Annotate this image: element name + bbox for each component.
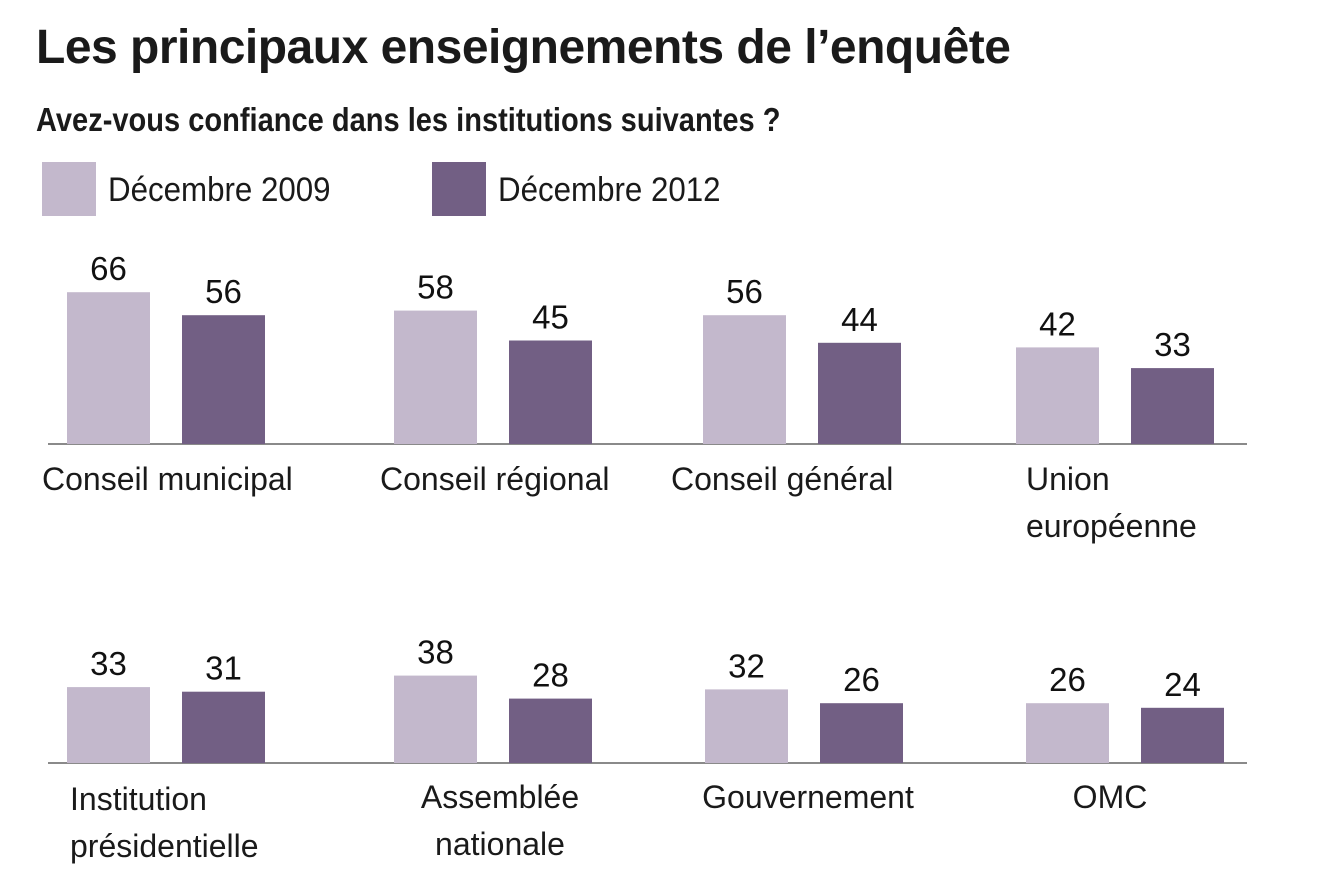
page-title: Les principaux enseignements de l’enquêt… [36, 21, 1011, 74]
bar-value-label: 26 [843, 661, 880, 698]
category-label: européenne [1026, 508, 1197, 544]
bar-value-label: 44 [841, 301, 878, 338]
category-label: Gouvernement [702, 779, 914, 815]
category-label: OMC [1073, 779, 1148, 815]
category-label: nationale [435, 826, 565, 862]
bar-value-label: 33 [90, 645, 127, 682]
bar-2012 [182, 315, 265, 444]
bar-2009 [1026, 703, 1109, 763]
legend-swatch-2012 [432, 162, 486, 216]
category-label: Conseil municipal [42, 461, 293, 497]
bar-2012 [509, 698, 592, 763]
bar-value-label: 31 [205, 650, 242, 687]
bar-value-label: 42 [1039, 305, 1076, 342]
category-label: présidentielle [70, 828, 259, 864]
legend-label-2009: Décembre 2009 [108, 171, 331, 209]
bar-2012 [1141, 707, 1224, 763]
bar-value-label: 66 [90, 250, 127, 287]
bar-value-label: 26 [1049, 661, 1086, 698]
bar-2012 [818, 342, 901, 444]
legend-label-2012: Décembre 2012 [498, 171, 721, 209]
legend-swatch-2009 [42, 162, 96, 216]
bar-2012 [820, 703, 903, 763]
category-label: Conseil général [671, 461, 893, 497]
bar-2009 [703, 315, 786, 444]
bar-2009 [67, 292, 150, 444]
bar-value-label: 33 [1154, 326, 1191, 363]
bar-2009 [394, 310, 477, 444]
bar-value-label: 38 [417, 634, 454, 671]
bar-value-label: 56 [726, 273, 763, 310]
bar-2012 [509, 340, 592, 444]
chart-subtitle: Avez-vous confiance dans les institution… [36, 101, 781, 138]
bar-2009 [394, 675, 477, 763]
category-label: Conseil régional [380, 461, 609, 497]
bar-value-label: 58 [417, 269, 454, 306]
bar-value-label: 32 [728, 647, 765, 684]
bar-2012 [182, 691, 265, 763]
bar-2009 [1016, 347, 1099, 444]
bar-value-label: 45 [532, 299, 569, 336]
bar-2009 [67, 687, 150, 763]
bar-2012 [1131, 368, 1214, 444]
bar-2009 [705, 689, 788, 763]
category-label: Institution [70, 781, 207, 817]
category-label: Assemblée [421, 779, 579, 815]
category-label: Union [1026, 461, 1110, 497]
bar-value-label: 56 [205, 273, 242, 310]
bar-value-label: 28 [532, 657, 569, 694]
bar-value-label: 24 [1164, 666, 1201, 703]
